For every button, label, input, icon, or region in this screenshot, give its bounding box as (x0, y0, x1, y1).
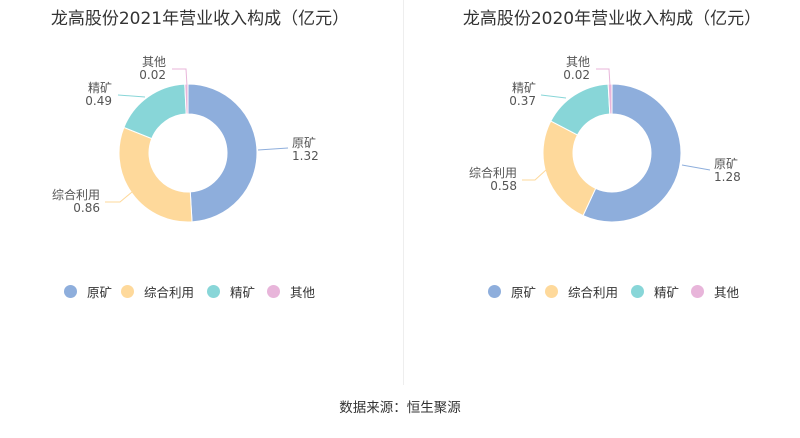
leader-line-2020-精矿 (540, 94, 567, 99)
label-2020-其他: 其他 0.02 (563, 56, 590, 82)
legend-item-其他[interactable]: 其他 (691, 282, 739, 301)
legend-item-原矿[interactable]: 原矿 (488, 282, 536, 301)
label-value: 0.86 (73, 201, 100, 215)
legend-label: 精矿 (654, 285, 680, 300)
label-2021-原矿: 原矿 1.32 (292, 137, 319, 163)
donut-slice-原矿[interactable] (582, 83, 682, 223)
label-2020-综合利用: 综合利用 0.58 (469, 167, 517, 193)
leader-line-2020-其他 (596, 68, 611, 87)
legend-label: 精矿 (230, 285, 256, 300)
leader-line-2021-原矿 (257, 147, 289, 151)
legend-label: 综合利用 (568, 285, 619, 300)
label-value: 1.32 (292, 149, 319, 163)
chart-title-2020: 龙高股份2020年营业收入构成（亿元） (462, 9, 762, 29)
legend-dot-icon (207, 285, 220, 298)
donut-slice-综合利用[interactable] (118, 126, 193, 223)
legend-dot-icon (631, 285, 644, 298)
legend-item-综合利用[interactable]: 综合利用 (121, 282, 194, 301)
label-2021-精矿: 精矿 0.49 (85, 82, 112, 108)
donut-slice-其他[interactable] (184, 83, 189, 115)
leader-line-2021-综合利用 (105, 191, 133, 203)
label-name: 原矿 (714, 157, 739, 171)
label-name: 综合利用 (51, 188, 100, 202)
label-value: 0.49 (85, 94, 112, 108)
label-name: 其他 (141, 55, 166, 69)
label-2020-精矿: 精矿 0.37 (509, 82, 536, 108)
legend-label: 其他 (290, 285, 316, 300)
legend-item-精矿[interactable]: 精矿 (631, 282, 679, 301)
data-source: 数据来源：恒生聚源 (339, 400, 461, 416)
label-value: 0.02 (563, 68, 590, 82)
label-name: 精矿 (511, 81, 536, 95)
leader-line-2021-精矿 (117, 94, 146, 98)
label-value: 0.58 (490, 179, 517, 193)
leader-line-2021-其他 (172, 68, 188, 87)
chart-title-2021: 龙高股份2021年营业收入构成（亿元） (50, 9, 350, 29)
legend-label: 综合利用 (144, 285, 195, 300)
leader-line-2020-综合利用 (522, 169, 547, 181)
legend-dot-icon (121, 285, 134, 298)
legend-item-原矿[interactable]: 原矿 (64, 282, 112, 301)
label-value: 0.02 (139, 68, 166, 82)
legend-dot-icon (64, 285, 77, 298)
legend-label: 原矿 (511, 285, 537, 300)
label-value: 1.28 (714, 170, 741, 184)
legend-item-其他[interactable]: 其他 (267, 282, 315, 301)
donut-2021 (118, 83, 258, 223)
donut-slice-精矿[interactable] (123, 83, 187, 140)
legend-item-精矿[interactable]: 精矿 (207, 282, 255, 301)
legend-dot-icon (545, 285, 558, 298)
label-2020-原矿: 原矿 1.28 (714, 158, 741, 184)
label-name: 综合利用 (468, 166, 517, 180)
donut-slice-综合利用[interactable] (542, 120, 597, 217)
label-name: 原矿 (292, 136, 317, 150)
label-2021-综合利用: 综合利用 0.86 (52, 189, 100, 215)
leader-line-2020-原矿 (681, 164, 711, 171)
legend-label: 其他 (714, 285, 740, 300)
legend-dot-icon (267, 285, 280, 298)
legend-label: 原矿 (87, 285, 113, 300)
label-value: 0.37 (509, 94, 536, 108)
donut-slice-原矿[interactable] (187, 83, 258, 223)
donut-2020 (542, 83, 682, 223)
divider (403, 0, 404, 385)
legend-dot-icon (691, 285, 704, 298)
label-name: 其他 (565, 55, 590, 69)
label-name: 精矿 (87, 81, 112, 95)
legend-item-综合利用[interactable]: 综合利用 (545, 282, 618, 301)
legend-dot-icon (488, 285, 501, 298)
label-2021-其他: 其他 0.02 (139, 56, 166, 82)
